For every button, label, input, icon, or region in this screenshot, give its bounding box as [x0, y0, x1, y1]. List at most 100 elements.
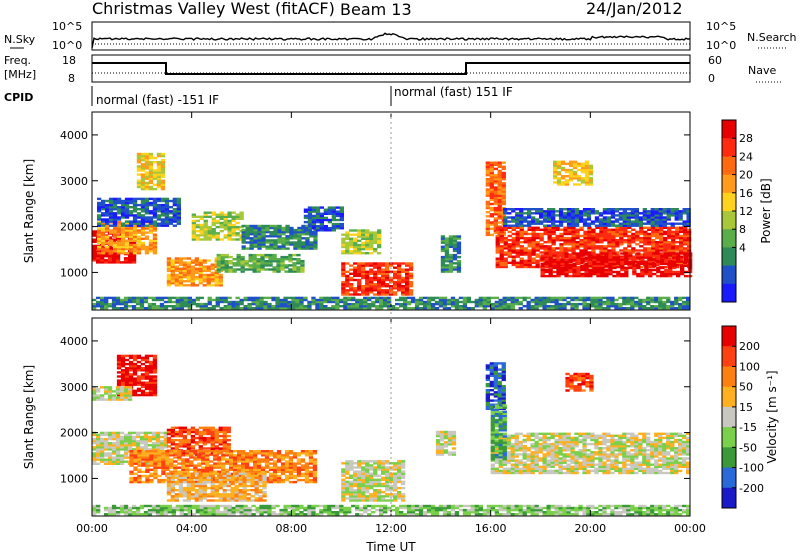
velocity-cell: [145, 386, 149, 388]
power-cell: [608, 261, 612, 263]
power-cell: [547, 214, 551, 216]
power-cell: [407, 307, 411, 309]
power-cell: [216, 299, 220, 301]
power-cell: [679, 247, 683, 249]
velocity-cell: [203, 431, 207, 433]
power-cell: [595, 245, 599, 247]
velocity-cell: [183, 431, 187, 433]
power-cell: [177, 214, 181, 216]
power-cell: [217, 258, 221, 260]
power-cell: [245, 264, 249, 266]
power-cell: [257, 245, 261, 247]
power-cell: [532, 253, 536, 255]
power-cell: [662, 301, 666, 303]
power-cell: [345, 238, 349, 240]
power-cell: [236, 232, 240, 234]
power-cell: [667, 233, 671, 235]
power-cell: [607, 210, 611, 212]
power-cell: [559, 249, 563, 251]
power-cell: [549, 267, 553, 269]
power-cell: [161, 182, 165, 184]
power-cell: [381, 262, 385, 264]
power-cell: [616, 263, 620, 265]
power-cell: [445, 254, 449, 256]
power-cell: [117, 206, 121, 208]
power-cell: [553, 165, 557, 167]
velocity-cell: [112, 446, 116, 448]
power-cell: [141, 163, 145, 165]
power-cell: [585, 173, 589, 175]
power-cell: [305, 233, 309, 235]
power-cell: [602, 297, 606, 299]
power-cell: [361, 231, 365, 233]
power-cell: [607, 220, 611, 222]
power-cell: [100, 299, 104, 301]
power-cell: [500, 264, 504, 266]
velocity-cell: [153, 375, 157, 377]
power-cell: [663, 243, 667, 245]
velocity-cell: [153, 377, 157, 379]
power-cell: [349, 234, 353, 236]
power-cell: [487, 297, 491, 299]
power-cell: [589, 173, 593, 175]
power-cell: [296, 262, 300, 264]
power-cell: [367, 305, 371, 307]
power-cell: [295, 303, 299, 305]
power-cell: [679, 231, 683, 233]
power-cell: [253, 264, 257, 266]
power-cell: [109, 225, 113, 227]
power-cell: [179, 259, 183, 261]
power-cell: [671, 214, 675, 216]
power-cell: [403, 305, 407, 307]
power-cell: [672, 261, 676, 263]
power-cell: [562, 297, 566, 299]
power-cell: [486, 215, 490, 217]
power-cell: [397, 275, 401, 277]
power-cell: [101, 242, 105, 244]
velocity-cell: [140, 446, 144, 448]
power-cell: [141, 220, 145, 222]
power-cell: [187, 261, 191, 263]
power-cell: [556, 258, 560, 260]
power-cell: [121, 248, 125, 250]
power-cell: [575, 241, 579, 243]
power-cell: [494, 168, 498, 170]
power-cell: [572, 269, 576, 271]
power-cell: [109, 229, 113, 231]
power-cell: [191, 270, 195, 272]
power-cell: [260, 264, 264, 266]
power-cell: [148, 305, 152, 307]
velocity-cell: [96, 446, 100, 448]
power-cell: [173, 208, 177, 210]
power-cell: [557, 171, 561, 173]
velocity-cell: [179, 435, 183, 437]
power-cell: [603, 237, 607, 239]
power-cell: [224, 305, 228, 307]
velocity-cell: [124, 390, 128, 392]
power-cell: [341, 293, 345, 295]
power-cell: [373, 277, 377, 279]
velocity-cell: [149, 392, 153, 394]
power-cell: [419, 299, 423, 301]
power-cell: [571, 216, 575, 218]
power-cell: [486, 190, 490, 192]
velocity-cell: [145, 371, 149, 373]
power-cell: [407, 297, 411, 299]
power-cell: [603, 216, 607, 218]
power-cell: [548, 233, 552, 235]
power-cell: [479, 303, 483, 305]
power-cell: [679, 243, 683, 245]
power-cell: [638, 305, 642, 307]
power-cell: [260, 268, 264, 270]
power-cell: [236, 222, 240, 224]
power-cell: [153, 169, 157, 171]
power-cell: [340, 225, 344, 227]
power-cell: [121, 206, 125, 208]
power-cell: [257, 233, 261, 235]
power-cell: [599, 239, 603, 241]
power-cell: [655, 210, 659, 212]
velocity-cell: [100, 446, 104, 448]
velocity-cell: [223, 447, 227, 449]
power-cell: [568, 269, 572, 271]
power-cell: [612, 256, 616, 258]
